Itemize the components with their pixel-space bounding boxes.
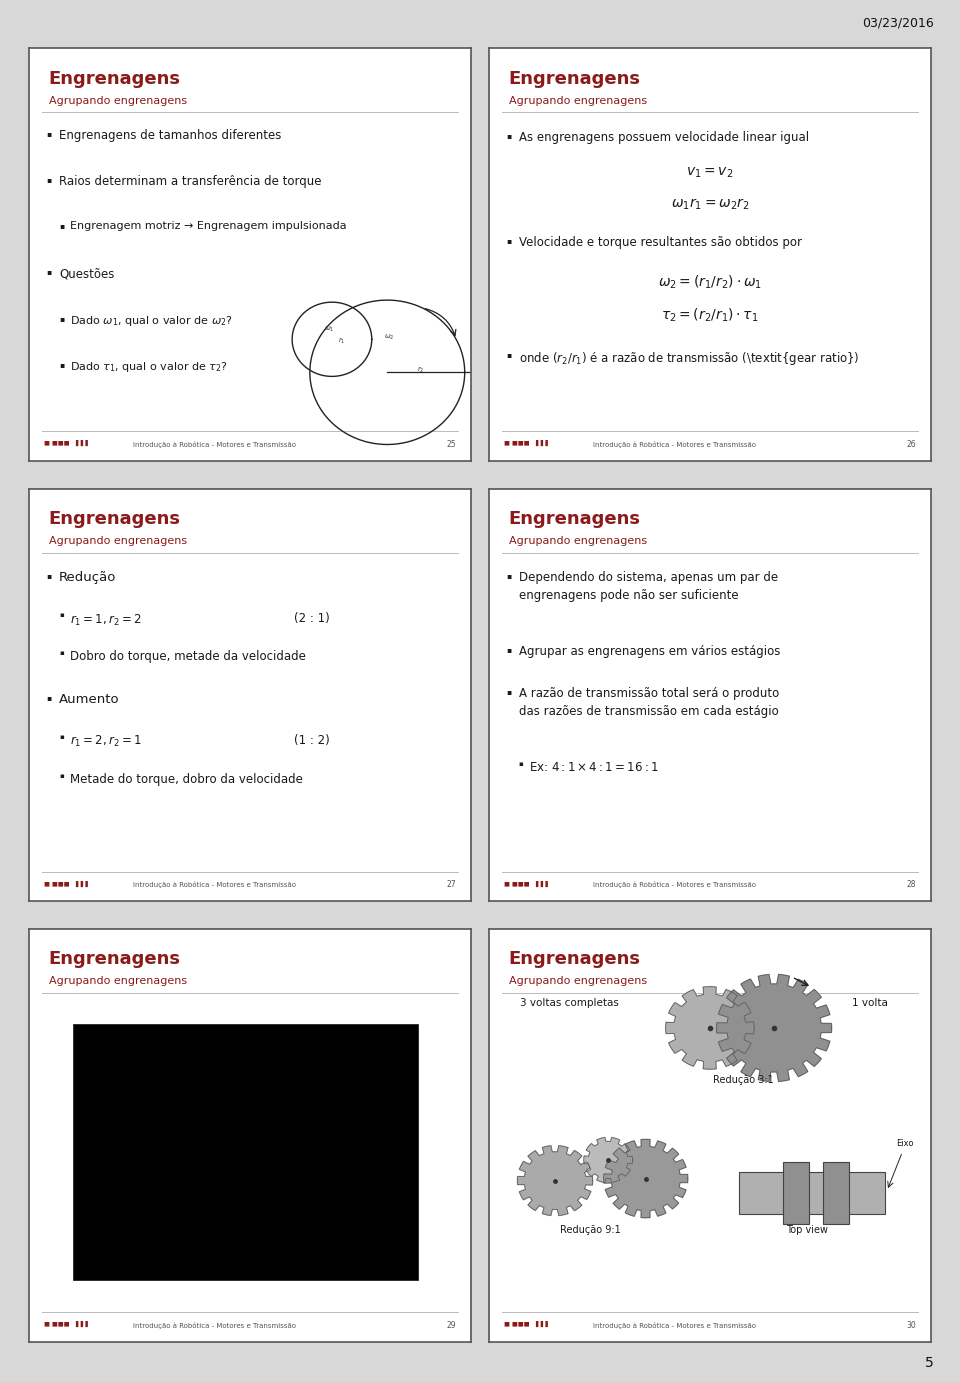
Text: Agrupando engrenagens: Agrupando engrenagens <box>509 976 647 986</box>
Text: ▪: ▪ <box>59 773 63 780</box>
Text: ▪: ▪ <box>46 176 52 184</box>
Text: Top view: Top view <box>786 1225 828 1235</box>
Text: Engrenagens: Engrenagens <box>509 71 640 89</box>
Text: 5: 5 <box>925 1355 934 1371</box>
Text: $\omega_1$: $\omega_1$ <box>324 325 335 333</box>
Text: Velocidade e torque resultantes são obtidos por: Velocidade e torque resultantes são obti… <box>518 236 802 249</box>
Text: ▪: ▪ <box>46 693 52 703</box>
Bar <box>823 1162 850 1224</box>
Text: ▪: ▪ <box>46 267 52 277</box>
Text: $r_1 = 1, r_2 = 2$: $r_1 = 1, r_2 = 2$ <box>69 613 141 628</box>
Text: ■ ■■■  ▐▐▐: ■ ■■■ ▐▐▐ <box>44 881 88 887</box>
Text: $r_2$: $r_2$ <box>417 365 424 375</box>
Text: Eixo: Eixo <box>896 1140 913 1148</box>
Bar <box>73 1023 419 1279</box>
Text: A razão de transmissão total será o produto
das razões de transmissão em cada es: A razão de transmissão total será o prod… <box>518 687 779 718</box>
Text: $\tau_2 = (r_2/r_1) \cdot \tau_1$: $\tau_2 = (r_2/r_1) \cdot \tau_1$ <box>661 306 758 324</box>
Text: ▪: ▪ <box>59 314 64 322</box>
Polygon shape <box>604 1140 687 1217</box>
Text: Dobro do torque, metade da velocidade: Dobro do torque, metade da velocidade <box>69 650 305 662</box>
Text: ▪: ▪ <box>506 687 512 696</box>
Text: ▪: ▪ <box>506 646 512 654</box>
Text: 26: 26 <box>906 440 916 449</box>
Polygon shape <box>584 1137 633 1182</box>
Polygon shape <box>665 986 755 1069</box>
Text: Introdução à Robótica - Motores e Transmissão: Introdução à Robótica - Motores e Transm… <box>593 441 756 448</box>
Text: 27: 27 <box>446 880 456 889</box>
Text: Agrupando engrenagens: Agrupando engrenagens <box>49 976 187 986</box>
Text: ■ ■■■  ▐▐▐: ■ ■■■ ▐▐▐ <box>504 881 548 887</box>
Text: Introdução à Robótica - Motores e Transmissão: Introdução à Robótica - Motores e Transm… <box>133 441 297 448</box>
Text: ▪: ▪ <box>506 131 512 140</box>
Text: ▪: ▪ <box>59 650 63 656</box>
Text: Raios determinam a transferência de torque: Raios determinam a transferência de torq… <box>59 176 322 188</box>
Text: Engrenagens: Engrenagens <box>49 950 180 968</box>
Text: Questões: Questões <box>59 267 114 281</box>
Text: Engrenagem motriz → Engrenagem impulsionada: Engrenagem motriz → Engrenagem impulsion… <box>69 221 347 231</box>
Text: ▪: ▪ <box>506 236 512 245</box>
Text: ■ ■■■  ▐▐▐: ■ ■■■ ▐▐▐ <box>504 1321 548 1326</box>
Text: ■ ■■■  ▐▐▐: ■ ■■■ ▐▐▐ <box>504 440 548 447</box>
Text: $\omega_1 r_1 = \omega_2 r_2$: $\omega_1 r_1 = \omega_2 r_2$ <box>671 196 749 213</box>
Text: Ex: $4:1 \times 4:1 = 16:1$: Ex: $4:1 \times 4:1 = 16:1$ <box>529 761 660 774</box>
Text: Engrenagens: Engrenagens <box>49 510 180 528</box>
Text: Metade do torque, dobro da velocidade: Metade do torque, dobro da velocidade <box>69 773 302 787</box>
Text: ▪: ▪ <box>46 129 52 138</box>
Text: ▪: ▪ <box>518 761 523 768</box>
Text: onde $(r_2/r_1)$ é a razão de transmissão (\textit{gear ratio}): onde $(r_2/r_1)$ é a razão de transmissã… <box>518 350 859 366</box>
Text: Dado $\omega_1$, qual o valor de $\omega_2$?: Dado $\omega_1$, qual o valor de $\omega… <box>69 314 232 328</box>
Text: 28: 28 <box>906 880 916 889</box>
Text: 1 volta: 1 volta <box>852 999 887 1008</box>
Text: 3 voltas completas: 3 voltas completas <box>519 999 618 1008</box>
Text: ▪: ▪ <box>59 360 64 369</box>
Text: Agrupando engrenagens: Agrupando engrenagens <box>49 537 187 546</box>
Text: ■ ■■■  ▐▐▐: ■ ■■■ ▐▐▐ <box>44 1321 88 1326</box>
Text: Redução: Redução <box>59 571 116 584</box>
Text: Dado $\tau_1$, qual o valor de $\tau_2$?: Dado $\tau_1$, qual o valor de $\tau_2$? <box>69 360 228 373</box>
Text: Engrenagens: Engrenagens <box>509 950 640 968</box>
Text: Agrupando engrenagens: Agrupando engrenagens <box>509 537 647 546</box>
Text: Engrenagens: Engrenagens <box>509 510 640 528</box>
Text: ▪: ▪ <box>506 350 512 358</box>
Text: Introdução à Robótica - Motores e Transmissão: Introdução à Robótica - Motores e Transm… <box>593 881 756 888</box>
Text: ▪: ▪ <box>506 571 512 581</box>
Text: As engrenagens possuem velocidade linear igual: As engrenagens possuem velocidade linear… <box>518 131 809 144</box>
Bar <box>783 1162 809 1224</box>
Text: (1 : 2): (1 : 2) <box>295 734 330 747</box>
Text: ▪: ▪ <box>59 734 63 740</box>
Text: ▪: ▪ <box>59 221 64 231</box>
Text: $v_1 = v_2$: $v_1 = v_2$ <box>686 166 733 180</box>
Text: $r_1 = 2, r_2 = 1$: $r_1 = 2, r_2 = 1$ <box>69 734 141 750</box>
Polygon shape <box>517 1145 592 1216</box>
Text: 03/23/2016: 03/23/2016 <box>862 17 934 29</box>
Text: Introdução à Robótica - Motores e Transmissão: Introdução à Robótica - Motores e Transm… <box>133 1322 297 1329</box>
Text: $r_1$: $r_1$ <box>338 336 346 347</box>
Text: $\omega_2$: $\omega_2$ <box>384 333 395 342</box>
Text: Engrenagens: Engrenagens <box>49 71 180 89</box>
Text: 30: 30 <box>906 1321 916 1329</box>
Text: Dependendo do sistema, apenas um par de
engrenagens pode não ser suficiente: Dependendo do sistema, apenas um par de … <box>518 571 778 602</box>
Text: ▪: ▪ <box>46 571 52 581</box>
Bar <box>738 1173 885 1214</box>
Text: Introdução à Robótica - Motores e Transmissão: Introdução à Robótica - Motores e Transm… <box>593 1322 756 1329</box>
Text: ▪: ▪ <box>59 613 63 618</box>
Polygon shape <box>716 975 831 1082</box>
Text: 25: 25 <box>446 440 456 449</box>
Text: Engrenagens de tamanhos diferentes: Engrenagens de tamanhos diferentes <box>59 129 281 142</box>
Text: Introdução à Robótica - Motores e Transmissão: Introdução à Robótica - Motores e Transm… <box>133 881 297 888</box>
Text: $\omega_2 = (r_1/r_2) \cdot \omega_1$: $\omega_2 = (r_1/r_2) \cdot \omega_1$ <box>658 274 762 290</box>
Text: Agrupando engrenagens: Agrupando engrenagens <box>49 95 187 106</box>
Text: ■ ■■■  ▐▐▐: ■ ■■■ ▐▐▐ <box>44 440 88 447</box>
Text: Agrupando engrenagens: Agrupando engrenagens <box>509 95 647 106</box>
Text: Redução 3:1: Redução 3:1 <box>712 1075 774 1084</box>
Text: Redução 9:1: Redução 9:1 <box>560 1225 621 1235</box>
Text: 29: 29 <box>446 1321 456 1329</box>
Text: Agrupar as engrenagens em vários estágios: Agrupar as engrenagens em vários estágio… <box>518 646 780 658</box>
Text: Aumento: Aumento <box>59 693 119 705</box>
Text: (2 : 1): (2 : 1) <box>295 613 330 625</box>
